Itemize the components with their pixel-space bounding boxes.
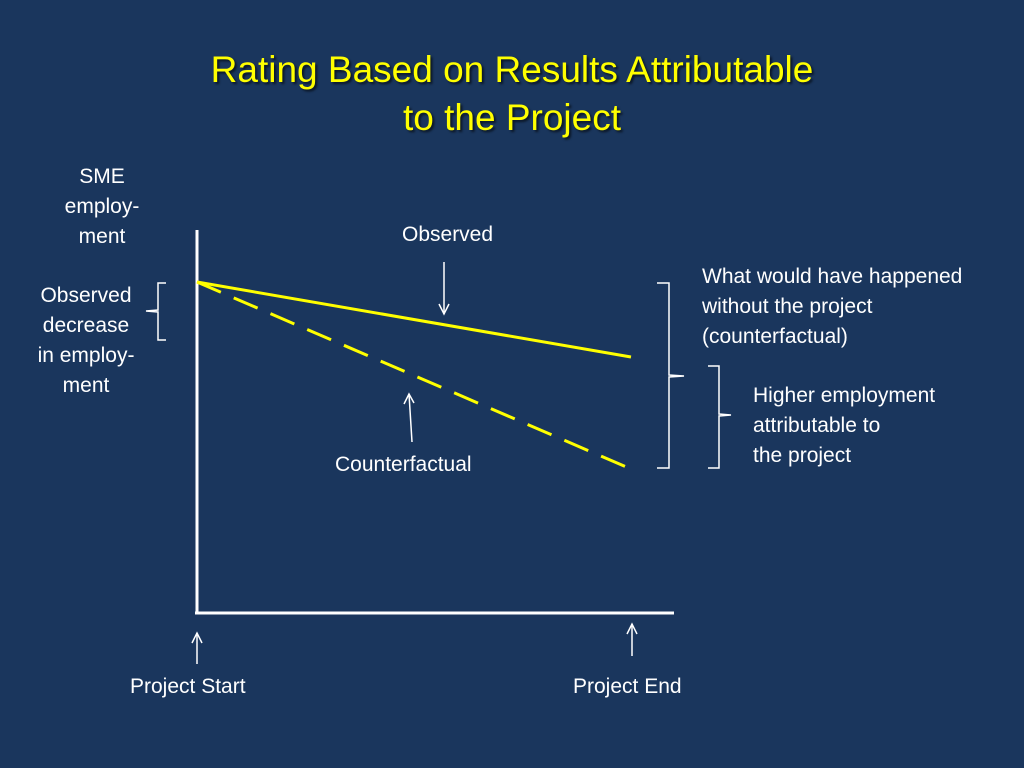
project-end-arrow bbox=[626, 622, 638, 656]
observed-decrease-line-1: Observed bbox=[40, 284, 132, 307]
y-axis-label-line-1: SME bbox=[79, 165, 125, 188]
slide-title: Rating Based on Results Attributable to … bbox=[0, 46, 1024, 142]
title-line-1: Rating Based on Results Attributable bbox=[210, 49, 814, 90]
attributable-description-line-2: attributable to bbox=[753, 414, 881, 437]
project-end-label: Project End bbox=[573, 675, 682, 698]
observed-decrease-label: Observed decrease in employ- ment bbox=[20, 281, 152, 401]
counterfactual-description-line-1: What would have happened bbox=[702, 265, 963, 288]
project-start-label: Project Start bbox=[130, 675, 246, 698]
title-line-2: to the Project bbox=[402, 97, 621, 138]
attributable-description-line-3: the project bbox=[753, 444, 852, 467]
counterfactual-description-line-2: without the project bbox=[702, 295, 873, 318]
observed-decrease-line-2: decrease bbox=[42, 314, 130, 337]
counterfactual-description: What would have happened without the pro… bbox=[702, 262, 962, 352]
observed-decrease-line-4: ment bbox=[62, 374, 110, 397]
project-start-arrow bbox=[191, 631, 203, 664]
observed-decrease-line-3: in employ- bbox=[37, 344, 135, 367]
observed-decrease-brace bbox=[145, 282, 166, 341]
attributable-brace bbox=[708, 365, 732, 469]
counterfactual-description-line-3: (counterfactual) bbox=[702, 325, 848, 348]
observed-line bbox=[196, 280, 632, 359]
y-axis-label-line-3: ment bbox=[78, 225, 126, 248]
attributable-description: Higher employment attributable to the pr… bbox=[753, 381, 935, 471]
observed-label: Observed bbox=[402, 223, 494, 246]
y-axis-label: SME employ- ment bbox=[52, 162, 152, 252]
observed-arrow bbox=[438, 262, 450, 316]
attributable-description-line-1: Higher employment bbox=[753, 384, 936, 407]
counterfactual-brace bbox=[657, 282, 685, 469]
y-axis-label-line-2: employ- bbox=[64, 195, 140, 218]
counterfactual-arrow bbox=[403, 392, 415, 443]
counterfactual-label: Counterfactual bbox=[335, 453, 472, 476]
counterfactual-line bbox=[196, 280, 632, 471]
